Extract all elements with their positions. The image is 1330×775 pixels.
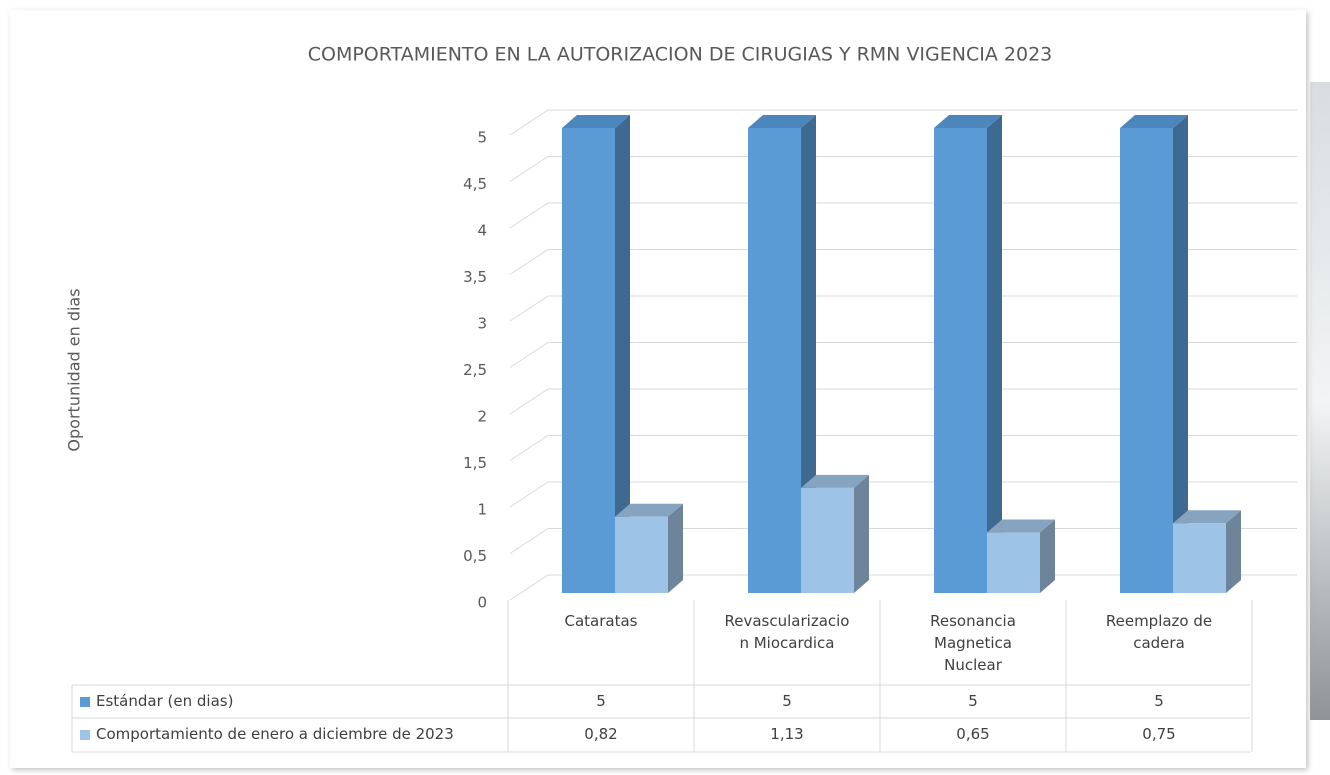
bar-top	[987, 519, 1055, 533]
bar-side	[668, 503, 683, 593]
y-tick-label: 4	[477, 222, 487, 240]
table-value: 1,13	[770, 725, 804, 743]
table-value: 0,65	[956, 725, 990, 743]
y-axis-label: Oportunidad en dias	[65, 288, 84, 451]
y-tick-label: 5	[477, 129, 487, 147]
grid-line	[509, 481, 1297, 508]
y-tick-label: 3,5	[463, 268, 487, 286]
chart-title: COMPORTAMIENTO EN LA AUTORIZACION DE CIR…	[308, 44, 1053, 66]
y-tick-label: 1,5	[463, 454, 487, 472]
legend-label: Comportamiento de enero a diciembre de 2…	[96, 725, 454, 743]
bar-side	[1226, 510, 1241, 593]
table-value: 5	[596, 692, 606, 710]
y-tick-label: 1	[477, 501, 487, 519]
bar-front	[562, 128, 615, 593]
y-tick-label: 2	[477, 408, 487, 426]
bar-side	[1173, 115, 1188, 593]
bar	[987, 519, 1055, 593]
bar-top	[1173, 510, 1241, 524]
bar-front	[615, 516, 668, 593]
bar-side	[854, 474, 869, 593]
bar-front	[748, 128, 801, 593]
background-image	[1310, 82, 1330, 720]
table-value: 5	[968, 692, 978, 710]
bar	[615, 503, 683, 593]
category-label: Cataratas	[564, 612, 638, 630]
bar-front	[934, 128, 987, 593]
y-tick-label: 0	[477, 594, 487, 612]
bar-top	[934, 115, 1002, 128]
y-tick-label: 4,5	[463, 175, 487, 193]
table-value: 0,75	[1142, 725, 1176, 743]
y-tick-label: 2,5	[463, 361, 487, 379]
category-label: Resonancia Magnetica Nuclear	[930, 612, 1016, 674]
bar-front	[801, 487, 854, 593]
grid-line	[509, 388, 1297, 415]
bar	[801, 474, 869, 593]
grid-line	[509, 249, 1297, 275]
legend-swatch	[80, 730, 90, 740]
bar	[1173, 510, 1241, 593]
grid-line	[509, 156, 1297, 182]
y-tick-label: 0,5	[463, 547, 487, 565]
bar	[562, 115, 630, 593]
bar-front	[987, 532, 1040, 593]
bar-top	[615, 503, 683, 517]
bar-front	[1120, 128, 1173, 593]
y-tick-label: 3	[477, 315, 487, 333]
bar-side	[615, 115, 630, 593]
bar	[748, 115, 816, 593]
bar-top	[801, 474, 869, 488]
grid-line	[509, 202, 1297, 229]
bar-side	[987, 115, 1002, 593]
bar	[1120, 115, 1188, 593]
bar	[934, 115, 1002, 593]
bar-top	[1120, 115, 1188, 128]
grid-line	[509, 295, 1297, 322]
bar-top	[562, 115, 630, 128]
bar-top	[748, 115, 816, 128]
table-value: 5	[782, 692, 792, 710]
category-label: Revascularizacion Miocardica	[724, 612, 850, 652]
bar-front	[1173, 523, 1226, 593]
table-value: 0,82	[584, 725, 618, 743]
grid-line	[509, 109, 1297, 136]
bar-side	[1040, 519, 1055, 593]
table-value: 5	[1154, 692, 1164, 710]
legend-swatch	[80, 697, 90, 707]
category-label: Reemplazo de cadera	[1105, 612, 1213, 652]
grid-line	[509, 435, 1297, 461]
legend-label: Estándar (en dias)	[96, 692, 234, 710]
grid-line	[509, 342, 1297, 368]
bar-side	[801, 115, 816, 593]
